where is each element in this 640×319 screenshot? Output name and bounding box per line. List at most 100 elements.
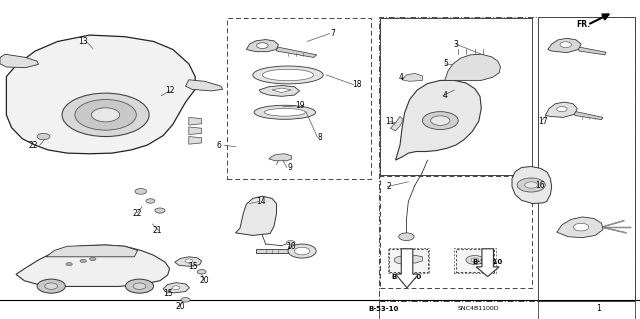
- Text: 6: 6: [216, 141, 221, 150]
- Bar: [379, 17, 635, 301]
- Polygon shape: [163, 283, 189, 293]
- Text: 15: 15: [188, 262, 198, 271]
- Polygon shape: [396, 249, 419, 288]
- Text: 12: 12: [165, 86, 174, 95]
- Ellipse shape: [262, 69, 314, 81]
- Bar: [380, 18, 532, 175]
- Polygon shape: [189, 127, 202, 135]
- Text: 2: 2: [386, 182, 391, 191]
- Circle shape: [155, 208, 165, 213]
- Circle shape: [560, 42, 572, 48]
- Bar: [456, 249, 494, 272]
- Text: 18: 18: [352, 80, 361, 89]
- Polygon shape: [246, 40, 278, 52]
- Circle shape: [146, 199, 155, 203]
- Ellipse shape: [264, 108, 305, 116]
- Circle shape: [135, 189, 147, 194]
- Circle shape: [257, 43, 268, 48]
- Polygon shape: [16, 245, 170, 286]
- Polygon shape: [189, 137, 202, 144]
- Text: 1: 1: [596, 304, 601, 313]
- Polygon shape: [256, 249, 289, 253]
- Circle shape: [286, 241, 295, 245]
- Text: 22: 22: [29, 141, 38, 150]
- Polygon shape: [445, 54, 500, 80]
- Polygon shape: [390, 116, 403, 131]
- Text: 5: 5: [444, 59, 449, 68]
- Text: 7: 7: [330, 29, 335, 38]
- Polygon shape: [396, 80, 481, 160]
- Ellipse shape: [254, 105, 316, 119]
- Polygon shape: [557, 217, 603, 238]
- Circle shape: [573, 223, 589, 231]
- Bar: [538, 17, 635, 301]
- Text: 11: 11: [386, 117, 395, 126]
- Text: 10: 10: [285, 242, 296, 251]
- Text: 4: 4: [399, 73, 404, 82]
- Polygon shape: [575, 112, 603, 120]
- Circle shape: [394, 256, 410, 264]
- Polygon shape: [402, 73, 422, 81]
- Polygon shape: [186, 80, 223, 91]
- Text: 9: 9: [287, 163, 292, 172]
- Text: SNC4B1100D: SNC4B1100D: [458, 306, 500, 311]
- Circle shape: [288, 244, 316, 258]
- Circle shape: [399, 233, 414, 241]
- Polygon shape: [476, 249, 499, 277]
- Text: 17: 17: [538, 117, 548, 126]
- Text: 22: 22: [133, 209, 142, 218]
- Circle shape: [197, 270, 206, 274]
- Text: B-55-10: B-55-10: [391, 274, 422, 280]
- Circle shape: [80, 259, 86, 263]
- Polygon shape: [259, 85, 300, 96]
- Circle shape: [172, 286, 180, 290]
- Polygon shape: [410, 255, 422, 263]
- Polygon shape: [0, 54, 38, 68]
- Text: 20: 20: [175, 302, 186, 311]
- Circle shape: [62, 93, 149, 137]
- Text: 21: 21: [152, 226, 161, 235]
- Bar: [380, 176, 532, 288]
- Polygon shape: [276, 47, 317, 57]
- Polygon shape: [548, 38, 581, 53]
- Circle shape: [66, 263, 72, 266]
- Circle shape: [37, 133, 50, 140]
- Circle shape: [92, 108, 120, 122]
- Text: 19: 19: [294, 101, 305, 110]
- Text: 3: 3: [453, 40, 458, 48]
- Circle shape: [557, 107, 567, 112]
- Text: 20: 20: [200, 276, 210, 285]
- Bar: [388, 248, 429, 273]
- Circle shape: [517, 178, 545, 192]
- Polygon shape: [579, 47, 606, 55]
- Circle shape: [181, 298, 190, 302]
- Circle shape: [294, 247, 310, 255]
- Text: FR.: FR.: [577, 20, 591, 29]
- Text: 4: 4: [442, 91, 447, 100]
- Text: 8: 8: [317, 133, 323, 142]
- Polygon shape: [512, 167, 552, 204]
- Bar: [389, 249, 428, 272]
- Text: 16: 16: [534, 181, 545, 190]
- Polygon shape: [46, 245, 138, 257]
- Circle shape: [431, 116, 450, 125]
- Bar: [454, 248, 496, 273]
- Circle shape: [37, 279, 65, 293]
- Circle shape: [125, 279, 154, 293]
- Text: 15: 15: [163, 289, 173, 298]
- Polygon shape: [6, 35, 195, 154]
- Polygon shape: [545, 102, 577, 117]
- Circle shape: [422, 112, 458, 130]
- Polygon shape: [189, 117, 202, 125]
- Circle shape: [471, 258, 479, 262]
- Circle shape: [75, 100, 136, 130]
- Polygon shape: [175, 257, 202, 266]
- Circle shape: [133, 283, 146, 289]
- Circle shape: [90, 257, 96, 261]
- Text: 13: 13: [78, 37, 88, 46]
- Circle shape: [185, 259, 193, 263]
- Text: 14: 14: [256, 197, 266, 206]
- Text: B-53-10: B-53-10: [369, 306, 399, 312]
- Bar: [227, 18, 371, 179]
- Circle shape: [525, 182, 538, 188]
